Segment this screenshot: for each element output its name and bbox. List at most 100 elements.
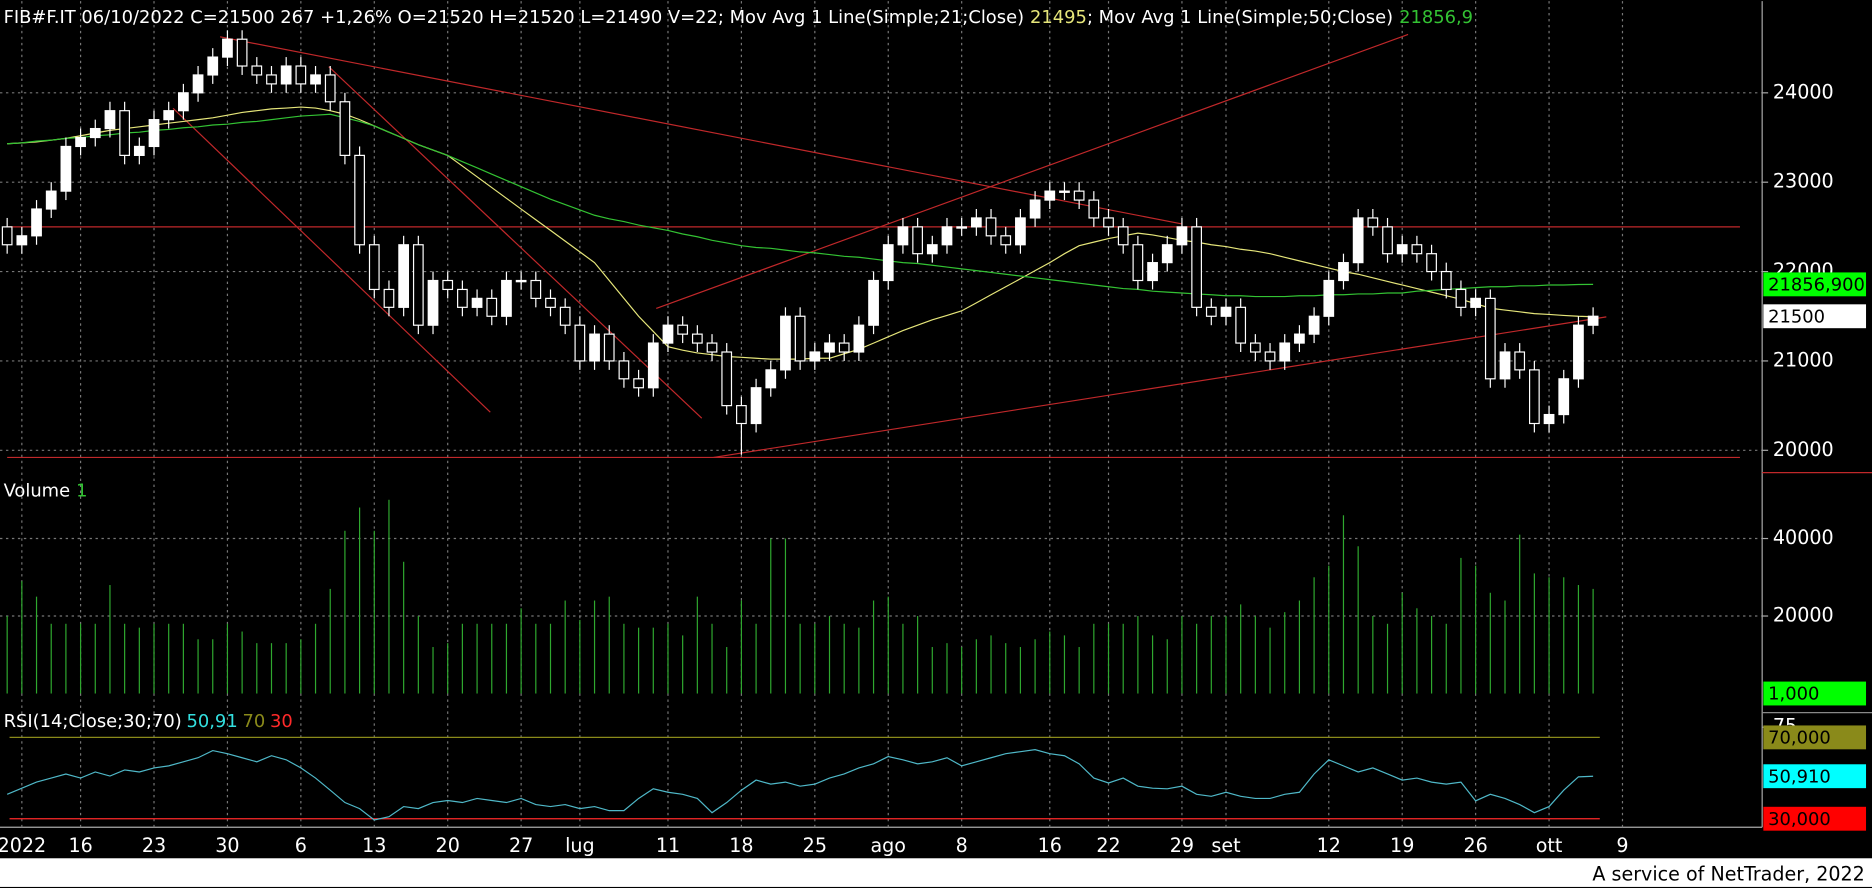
candle-body [1205, 306, 1217, 317]
candle-body [163, 110, 175, 121]
volume-bar [1445, 623, 1447, 694]
volume-bar [946, 643, 948, 694]
x-tick-label: 6 [295, 834, 307, 857]
volume-bar [182, 623, 184, 694]
panel-title-text: Volume [4, 481, 71, 502]
candle-body [1499, 351, 1511, 380]
volume-bar [403, 561, 405, 694]
volume-bar [623, 623, 625, 694]
volume-bar [1034, 639, 1036, 694]
candle-body [1426, 253, 1437, 273]
volume-bar [1240, 604, 1242, 694]
volume-bar [35, 596, 38, 694]
candle-body [1514, 351, 1526, 371]
legend-entry: ; Mov Avg 1 Line(Simple;21;Close) [718, 7, 1024, 28]
level-label: 70 [242, 711, 265, 732]
trend-line [172, 107, 491, 413]
volume-bar [241, 631, 243, 694]
x-tick-label: set [1211, 834, 1241, 857]
volume-bar [902, 623, 904, 694]
x-tick-label: 26 [1463, 834, 1487, 857]
volume-bar [755, 623, 757, 694]
price-marker-label: 21500 [1768, 306, 1825, 327]
footer: A service of NetTrader, 2022 [1592, 862, 1864, 885]
candle-body [501, 279, 512, 317]
trend-line [219, 36, 1183, 225]
candle-body [618, 360, 630, 380]
volume-bar [417, 616, 419, 694]
candle-body [207, 56, 219, 76]
candle-body [530, 279, 542, 299]
candle-body [310, 74, 321, 85]
volume-bar [1049, 631, 1051, 694]
volume-bar [593, 600, 596, 694]
volume-bar [314, 623, 317, 694]
candle-body [1088, 199, 1100, 219]
x-tick-label: 16 [1038, 834, 1062, 857]
candle-body [383, 288, 395, 308]
candle-body [412, 244, 424, 326]
volume-bar [726, 647, 728, 694]
candle-body [1220, 306, 1232, 317]
candle-body [1147, 262, 1158, 282]
panel-value: 1 [76, 481, 87, 502]
price-marker-label: 30,000 [1768, 809, 1831, 830]
footer-strip [0, 858, 1872, 887]
candle-body [1543, 413, 1555, 425]
volume-bar [212, 639, 214, 694]
x-tick-label: 30 [215, 834, 239, 857]
volume-bar [1137, 616, 1139, 694]
volume-bar [1489, 592, 1491, 694]
y-tick-label: 20000 [1773, 438, 1834, 461]
y-tick-label: 20000 [1773, 604, 1834, 627]
volume-bar [109, 585, 111, 694]
candle-body [266, 74, 277, 85]
candle-body [691, 333, 703, 344]
volume-bar [168, 623, 170, 694]
candle-body [1132, 244, 1144, 282]
candle-body [926, 244, 938, 255]
panel-title-text: RSI(14;Close;30;70) [4, 711, 182, 732]
volume-bar [1254, 616, 1256, 694]
x-tick-label: 9 [1616, 834, 1628, 857]
trend-line [656, 33, 1409, 310]
x-tick-label: ago [870, 834, 906, 857]
candle-body [1528, 369, 1540, 425]
candle-body [956, 226, 968, 229]
candle-body [794, 315, 806, 362]
candle-body [324, 74, 336, 103]
candle-body [897, 226, 909, 246]
candle-body [765, 369, 777, 389]
volume-bar [814, 623, 816, 694]
candle-body [1029, 199, 1041, 219]
candle-body [750, 387, 762, 425]
volume-bar [1519, 534, 1521, 694]
x-tick-label: 11 [656, 834, 680, 857]
candle-body [1044, 190, 1056, 201]
volume-bar [784, 538, 787, 694]
candle-body [339, 101, 351, 156]
volume-bar [1107, 623, 1110, 694]
candle-body [1411, 244, 1423, 255]
candle-body [1279, 342, 1291, 362]
volume-bar [1166, 639, 1168, 694]
candle-body [471, 297, 483, 308]
legend-value: 21856,9 [1399, 7, 1473, 28]
volume-bar [1298, 600, 1301, 694]
volume-bar [447, 643, 449, 694]
candle-body [1558, 378, 1570, 416]
candle-body [368, 244, 380, 291]
volume-bar [1005, 643, 1007, 694]
volume-bar [1416, 608, 1418, 694]
volume-bar [505, 623, 508, 694]
x-tick-label: 20 [436, 834, 460, 857]
candle-body [985, 217, 997, 237]
y-tick-label: 40000 [1773, 526, 1834, 549]
candle-body [16, 235, 28, 246]
volume-bar [1460, 557, 1462, 694]
volume-bar [667, 623, 669, 694]
level-label: 30 [270, 711, 293, 732]
volume-bar [828, 616, 831, 694]
candle-body [1484, 297, 1496, 380]
